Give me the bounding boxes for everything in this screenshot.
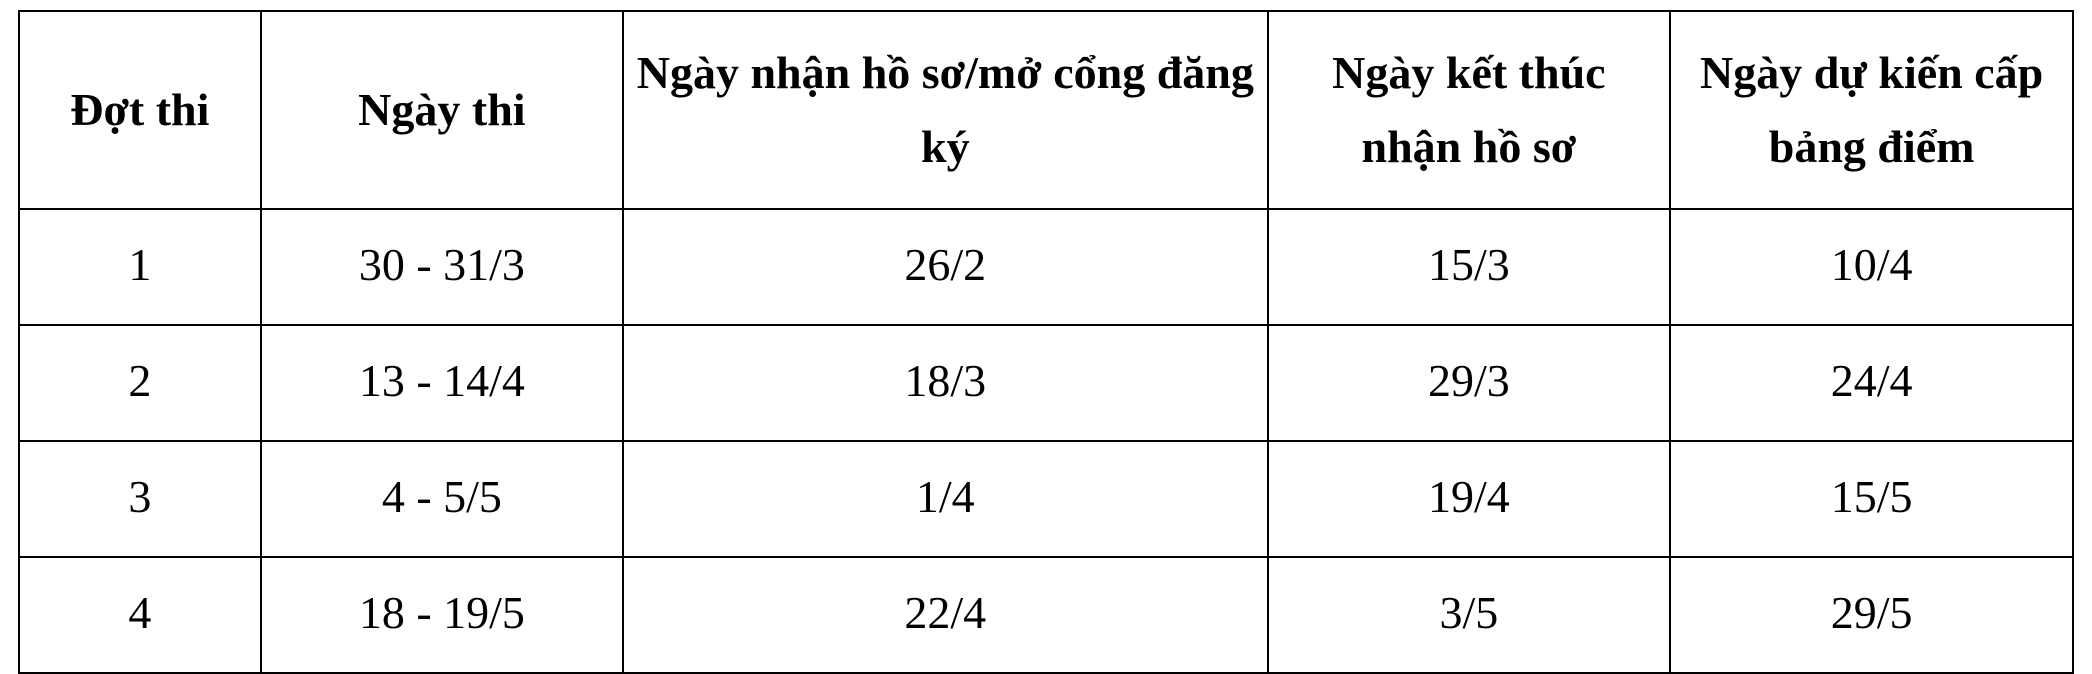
table-row: 4 18 - 19/5 22/4 3/5 29/5 (19, 557, 2073, 673)
cell-exam-date: 18 - 19/5 (261, 557, 623, 673)
table-row: 2 13 - 14/4 18/3 29/3 24/4 (19, 325, 2073, 441)
cell-exam-date: 4 - 5/5 (261, 441, 623, 557)
cell-close-date: 29/3 (1268, 325, 1671, 441)
cell-result-date: 10/4 (1670, 209, 2073, 325)
cell-round: 4 (19, 557, 261, 673)
cell-exam-date: 13 - 14/4 (261, 325, 623, 441)
table-header: Đợt thi Ngày thi Ngày nhận hồ sơ/mở cổng… (19, 11, 2073, 209)
cell-round: 3 (19, 441, 261, 557)
col-header-exam-date: Ngày thi (261, 11, 623, 209)
cell-round: 2 (19, 325, 261, 441)
cell-result-date: 15/5 (1670, 441, 2073, 557)
cell-result-date: 24/4 (1670, 325, 2073, 441)
table-row: 3 4 - 5/5 1/4 19/4 15/5 (19, 441, 2073, 557)
cell-open-date: 18/3 (623, 325, 1267, 441)
table-row: 1 30 - 31/3 26/2 15/3 10/4 (19, 209, 2073, 325)
table-body: 1 30 - 31/3 26/2 15/3 10/4 2 13 - 14/4 1… (19, 209, 2073, 673)
table-header-row: Đợt thi Ngày thi Ngày nhận hồ sơ/mở cổng… (19, 11, 2073, 209)
page-container: Đợt thi Ngày thi Ngày nhận hồ sơ/mở cổng… (0, 0, 2092, 586)
cell-close-date: 15/3 (1268, 209, 1671, 325)
cell-open-date: 1/4 (623, 441, 1267, 557)
cell-open-date: 26/2 (623, 209, 1267, 325)
cell-open-date: 22/4 (623, 557, 1267, 673)
cell-close-date: 3/5 (1268, 557, 1671, 673)
col-header-open-date: Ngày nhận hồ sơ/mở cổng đăng ký (623, 11, 1267, 209)
col-header-round: Đợt thi (19, 11, 261, 209)
col-header-close-date: Ngày kết thúc nhận hồ sơ (1268, 11, 1671, 209)
cell-close-date: 19/4 (1268, 441, 1671, 557)
cell-result-date: 29/5 (1670, 557, 2073, 673)
col-header-result-date: Ngày dự kiến cấp bảng điểm (1670, 11, 2073, 209)
cell-exam-date: 30 - 31/3 (261, 209, 623, 325)
schedule-table: Đợt thi Ngày thi Ngày nhận hồ sơ/mở cổng… (18, 10, 2074, 674)
cell-round: 1 (19, 209, 261, 325)
